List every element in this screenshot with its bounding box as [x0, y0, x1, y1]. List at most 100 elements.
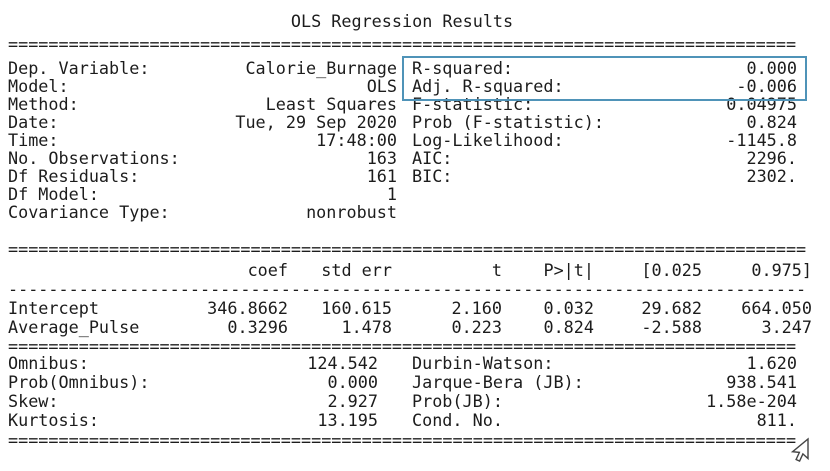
info-value: 0.04975 [726, 94, 797, 114]
diag-row-skew: Skew: 2.927 [8, 392, 378, 411]
info-row-df-residuals: Df Residuals: 161 [8, 167, 397, 185]
info-row-bic: BIC: 2302. [412, 167, 797, 185]
info-label: Model: [8, 76, 69, 96]
coefficient-table: coef std err t P>|t| [0.025 0.975] -----… [8, 261, 812, 337]
diag-label: Prob(Omnibus): [8, 372, 150, 392]
diag-value: 0.000 [327, 372, 378, 392]
coef-cell: 29.682 [641, 298, 702, 318]
separator-coef-top: ========================================… [8, 239, 807, 259]
coef-header-coef: coef [247, 260, 288, 280]
diag-label: Jarque-Bera (JB): [412, 372, 584, 392]
info-row-adj-r-squared: Adj. R-squared: -0.006 [412, 77, 797, 95]
coef-cell: 664.050 [741, 298, 812, 318]
info-label: Method: [8, 94, 79, 114]
info-label: No. Observations: [8, 148, 180, 168]
coef-row-intercept: Intercept 346.8662 160.615 2.160 0.032 2… [8, 299, 812, 318]
coef-cell: -2.588 [641, 317, 702, 337]
info-label: Adj. R-squared: [412, 76, 564, 96]
diag-label: Skew: [8, 391, 59, 411]
info-value: 17:48:00 [316, 130, 397, 150]
diag-row-omnibus: Omnibus: 124.542 [8, 354, 378, 373]
info-label: Df Residuals: [8, 166, 140, 186]
coef-header-row: coef std err t P>|t| [0.025 0.975] [8, 261, 812, 280]
info-row-dep-variable: Dep. Variable: Calorie_Burnage [8, 59, 397, 77]
info-value: 161 [366, 166, 397, 186]
diag-label: Kurtosis: [8, 410, 99, 430]
coef-cell: 1.478 [341, 317, 392, 337]
info-row-aic: AIC: 2296. [412, 149, 797, 167]
info-value: -1145.8 [726, 130, 797, 150]
coef-cell: 0.3296 [227, 317, 288, 337]
coef-cell: 0.223 [451, 317, 502, 337]
info-label: Prob (F-statistic): [412, 112, 604, 132]
diag-value: 1.58e-204 [706, 391, 797, 411]
coef-header-std-err: std err [321, 260, 392, 280]
page-title: OLS Regression Results [290, 11, 514, 31]
info-row-model: Model: OLS [8, 77, 397, 95]
info-label: R-squared: [412, 58, 514, 78]
separator-coef-dashed: ----------------------------------------… [8, 279, 807, 299]
diag-label: Omnibus: [8, 353, 89, 373]
coef-header-stub [8, 261, 148, 280]
info-value: -0.006 [736, 76, 797, 96]
info-row-r-squared: R-squared: 0.000 [412, 59, 797, 77]
info-label: BIC: [412, 166, 453, 186]
info-row-time: Time: 17:48:00 [8, 131, 397, 149]
info-label: F-statistic: [412, 94, 534, 114]
info-row-covariance-type: Covariance Type: nonrobust [8, 203, 397, 221]
info-row-prob-f-statistic: Prob (F-statistic): 0.824 [412, 113, 797, 131]
coef-cell: 2.160 [451, 298, 502, 318]
info-row-no-observations: No. Observations: 163 [8, 149, 397, 167]
info-row-method: Method: Least Squares [8, 95, 397, 113]
info-value: OLS [366, 76, 397, 96]
diagnostics-left-table: Omnibus: 124.542 Prob(Omnibus): 0.000 Skew… [8, 354, 378, 430]
info-row-date: Date: Tue, 29 Sep 2020 [8, 113, 397, 131]
diag-row-prob-jb: Prob(JB): 1.58e-204 [412, 392, 797, 411]
diag-value: 124.542 [307, 353, 378, 373]
info-value: Tue, 29 Sep 2020 [235, 112, 397, 132]
info-value: 0.824 [746, 112, 797, 132]
diagnostics-right-table: Durbin-Watson: 1.620 Jarque-Bera (JB): 938… [412, 354, 797, 430]
diag-row-jarque-bera: Jarque-Bera (JB): 938.541 [412, 373, 797, 392]
info-value: Least Squares [265, 94, 397, 114]
diag-value: 938.541 [726, 372, 797, 392]
coef-cell: 0.824 [543, 317, 594, 337]
coef-cell: 3.247 [761, 317, 812, 337]
separator-bottom: ========================================… [8, 430, 797, 450]
diag-label: Prob(JB): [412, 391, 503, 411]
diag-row-cond-no: Cond. No. 811. [412, 411, 797, 430]
info-label: Df Model: [8, 184, 99, 204]
info-value: 2296. [746, 148, 797, 168]
info-value: 2302. [746, 166, 797, 186]
info-label: AIC: [412, 148, 453, 168]
separator-top: ========================================… [8, 34, 797, 54]
info-label: Log-Likelihood: [412, 130, 564, 150]
coef-row-name: Intercept [8, 298, 99, 318]
mouse-cursor-icon [790, 437, 809, 463]
model-info-left-table: Dep. Variable: Calorie_Burnage Model: OLS … [8, 59, 397, 221]
diag-value: 1.620 [746, 353, 797, 373]
info-value: 163 [366, 148, 397, 168]
coef-header-ci-high: 0.975] [751, 260, 812, 280]
coef-row-average-pulse: Average_Pulse 0.3296 1.478 0.223 0.824 -… [8, 318, 812, 337]
info-value: 1 [386, 184, 397, 204]
diag-value: 2.927 [327, 391, 378, 411]
diag-value: 811. [756, 410, 797, 430]
info-label: Date: [8, 112, 59, 132]
diag-value: 13.195 [317, 410, 378, 430]
info-row-f-statistic: F-statistic: 0.04975 [412, 95, 797, 113]
coef-header-ci-low: [0.025 [641, 260, 702, 280]
info-label: Covariance Type: [8, 202, 170, 222]
coef-cell: 346.8662 [207, 298, 288, 318]
diag-row-durbin-watson: Durbin-Watson: 1.620 [412, 354, 797, 373]
diag-label: Durbin-Watson: [412, 353, 554, 373]
info-value: nonrobust [306, 202, 397, 222]
coef-header-t: t [491, 260, 502, 280]
separator-coef-bottom: ========================================… [8, 336, 797, 356]
info-row-df-model: Df Model: 1 [8, 185, 397, 203]
info-label: Time: [8, 130, 59, 150]
coef-cell: 160.615 [321, 298, 392, 318]
info-value: 0.000 [746, 58, 797, 78]
diag-label: Cond. No. [412, 410, 503, 430]
